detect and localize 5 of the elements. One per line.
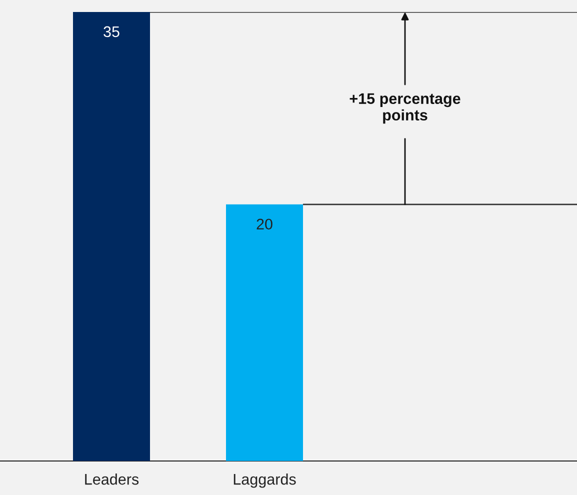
data-label: 20 <box>256 218 272 230</box>
x-tick-label: Laggards <box>234 474 296 488</box>
x-tick-label: Leaders <box>85 474 139 485</box>
data-label: 35 <box>104 26 120 38</box>
text: +15 percentage points <box>350 93 460 124</box>
